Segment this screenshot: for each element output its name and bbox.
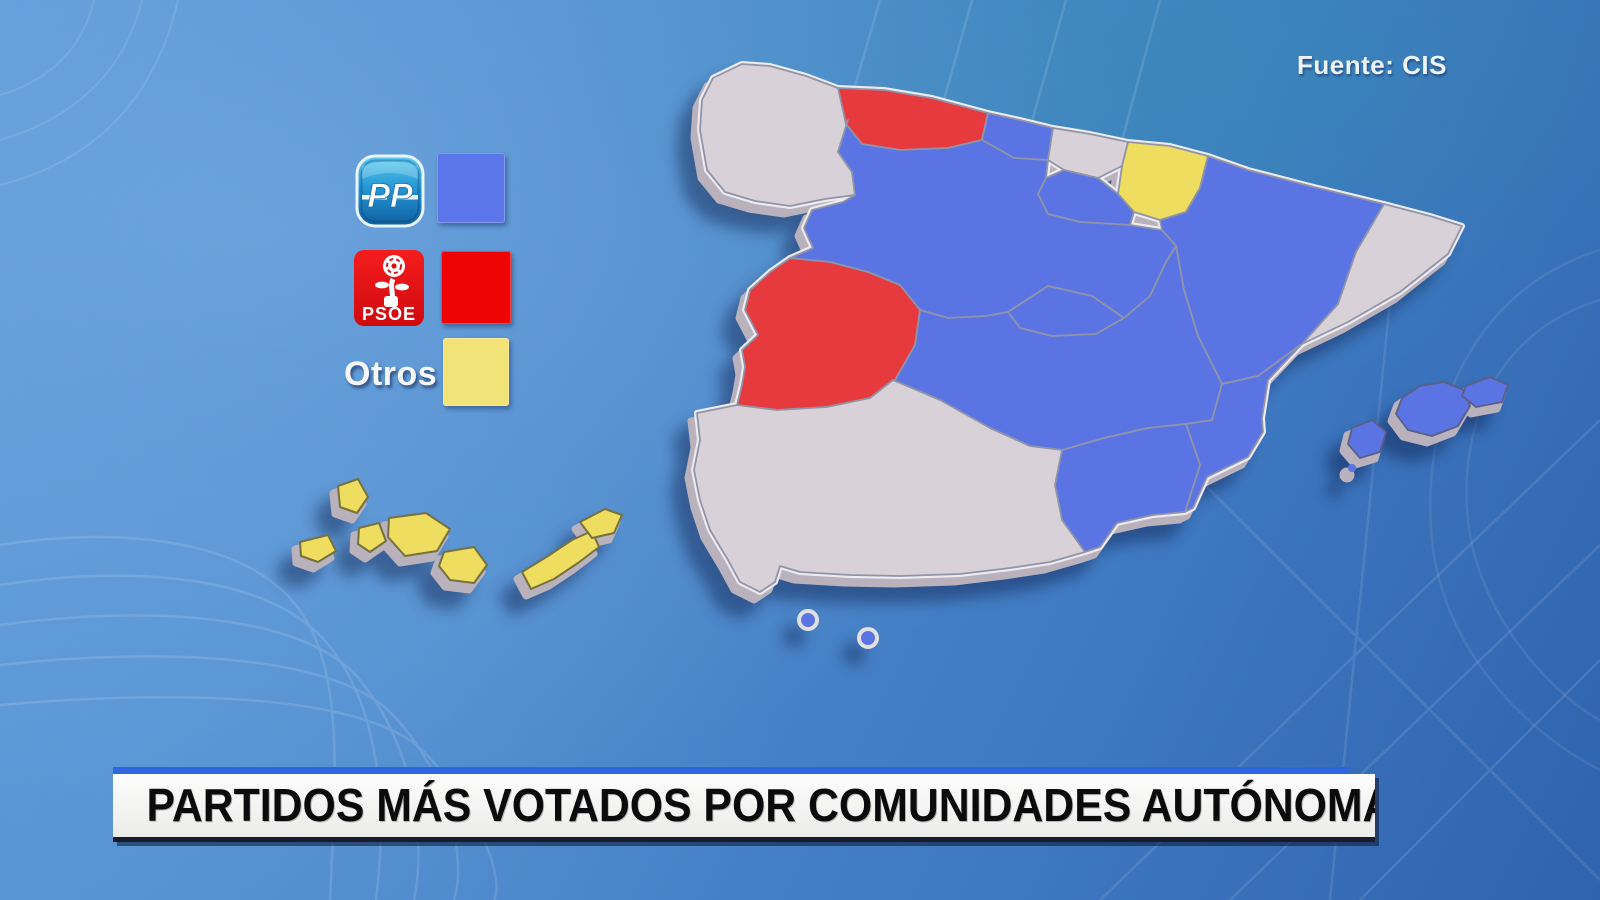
banner-accent-strip <box>113 767 1350 774</box>
canarias-landmass <box>295 478 623 596</box>
region-baleares-menorca <box>1461 376 1509 408</box>
psoe-fist-rose-icon <box>375 255 409 307</box>
baleares-landmass <box>1339 376 1509 483</box>
legend-swatch-otros <box>443 338 509 406</box>
region-melilla <box>857 627 879 649</box>
banner-body: PARTIDOS MÁS VOTADOS POR COMUNIDADES AUT… <box>113 774 1375 842</box>
psoe-logo-text: PSOE <box>362 304 416 324</box>
psoe-logo-icon: PSOE <box>353 249 425 332</box>
region-ceuta <box>797 609 819 631</box>
pp-logo-icon: PP <box>355 154 425 233</box>
region-galicia <box>699 63 856 207</box>
pp-logo-text: PP <box>367 177 413 215</box>
region-baleares-formentera <box>1348 464 1356 472</box>
legend-swatch-pp <box>437 153 505 223</box>
source-label: Fuente: CIS <box>1297 50 1447 80</box>
legend-swatch-psoe <box>441 251 511 324</box>
peninsula-landmass <box>688 64 1462 600</box>
banner-title: PARTIDOS MÁS VOTADOS POR COMUNIDADES AUT… <box>146 779 1375 831</box>
plazas-landmass <box>797 609 879 649</box>
legend-label-otros: Otros <box>344 355 438 393</box>
headline-banner: PARTIDOS MÁS VOTADOS POR COMUNIDADES AUT… <box>113 767 1375 842</box>
